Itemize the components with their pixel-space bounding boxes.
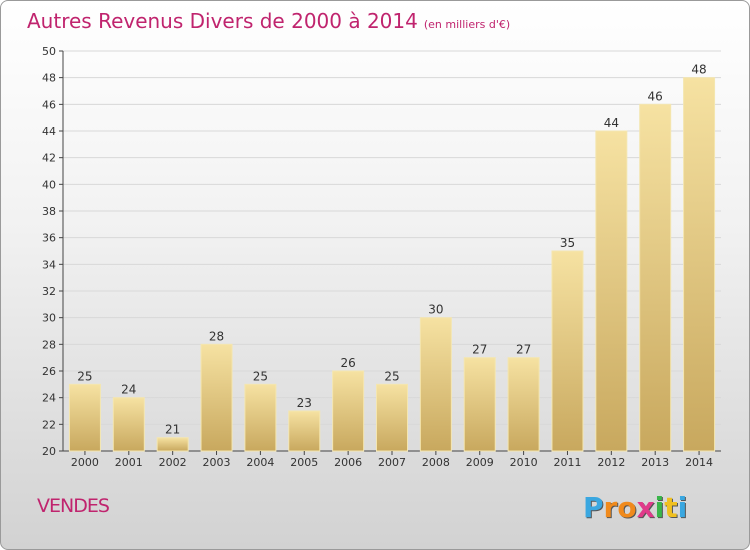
bar-value-label: 35 [560,236,575,250]
logo-letter: o [617,491,637,524]
bar [595,130,628,452]
logo-letter: i [654,491,665,524]
chart-unit: (en milliers d'€) [423,18,511,31]
logo-letter: i [677,491,688,524]
y-tick-label: 38 [42,205,56,218]
bar [463,357,496,452]
bar [376,383,408,452]
bar [288,410,321,452]
proxiti-logo: Proxiti [583,491,687,524]
logo-letter: r [603,491,618,524]
bar-value-label: 23 [297,396,312,410]
bar-value-label: 30 [428,303,443,317]
y-tick-label: 40 [42,178,56,191]
y-tick-label: 22 [42,418,56,431]
logo-letter: t [664,491,678,524]
chart-title-text: Autres Revenus Divers de 2000 à 2014 [27,9,418,33]
bar-value-label: 46 [648,89,663,103]
x-tick-label: 2006 [334,456,362,469]
bar-value-label: 28 [209,329,224,343]
x-tick-label: 2009 [466,456,494,469]
y-tick-label: 44 [42,125,56,138]
x-tick-label: 2000 [71,456,99,469]
bar [551,250,584,452]
x-tick-label: 2003 [203,456,231,469]
bar-value-label: 44 [604,116,619,130]
y-tick-label: 34 [42,258,56,271]
x-tick-label: 2007 [378,456,406,469]
bar [200,343,233,452]
bar [332,370,365,452]
y-tick-label: 26 [42,365,56,378]
bar-value-label: 25 [384,369,399,383]
y-tick-label: 30 [42,312,56,325]
bar-value-label: 25 [253,369,268,383]
bar-value-label: 21 [165,423,180,437]
x-tick-label: 2005 [290,456,318,469]
y-tick-label: 20 [42,445,56,458]
bar [112,397,145,452]
bar-value-label: 27 [516,343,531,357]
y-tick-label: 36 [42,232,56,245]
bar [156,437,189,452]
bar [639,103,672,452]
logo-letter: x [636,491,655,524]
y-tick-label: 24 [42,392,56,405]
bar [683,77,716,452]
bar [419,317,452,452]
bar-value-label: 27 [472,343,487,357]
x-tick-label: 2002 [159,456,187,469]
bar-value-label: 48 [691,63,706,77]
x-tick-label: 2010 [510,456,538,469]
x-tick-label: 2001 [115,456,143,469]
x-tick-label: 2013 [641,456,669,469]
chart-title: Autres Revenus Divers de 2000 à 2014 (en … [27,9,510,33]
bar-value-label: 24 [121,383,136,397]
bar-value-label: 25 [77,369,92,383]
y-tick-label: 28 [42,338,56,351]
logo-letter: P [583,491,604,524]
x-tick-label: 2004 [246,456,274,469]
x-tick-label: 2011 [553,456,581,469]
y-tick-label: 32 [42,285,56,298]
bar [507,357,540,452]
y-tick-label: 50 [42,45,56,58]
x-tick-label: 2008 [422,456,450,469]
bar [244,383,277,452]
y-tick-label: 46 [42,98,56,111]
bar [68,383,101,452]
bar-value-label: 26 [340,356,355,370]
x-tick-label: 2012 [597,456,625,469]
y-tick-label: 42 [42,152,56,165]
y-tick-label: 48 [42,72,56,85]
x-tick-label: 2014 [685,456,713,469]
commune-name: VENDES [37,495,110,517]
